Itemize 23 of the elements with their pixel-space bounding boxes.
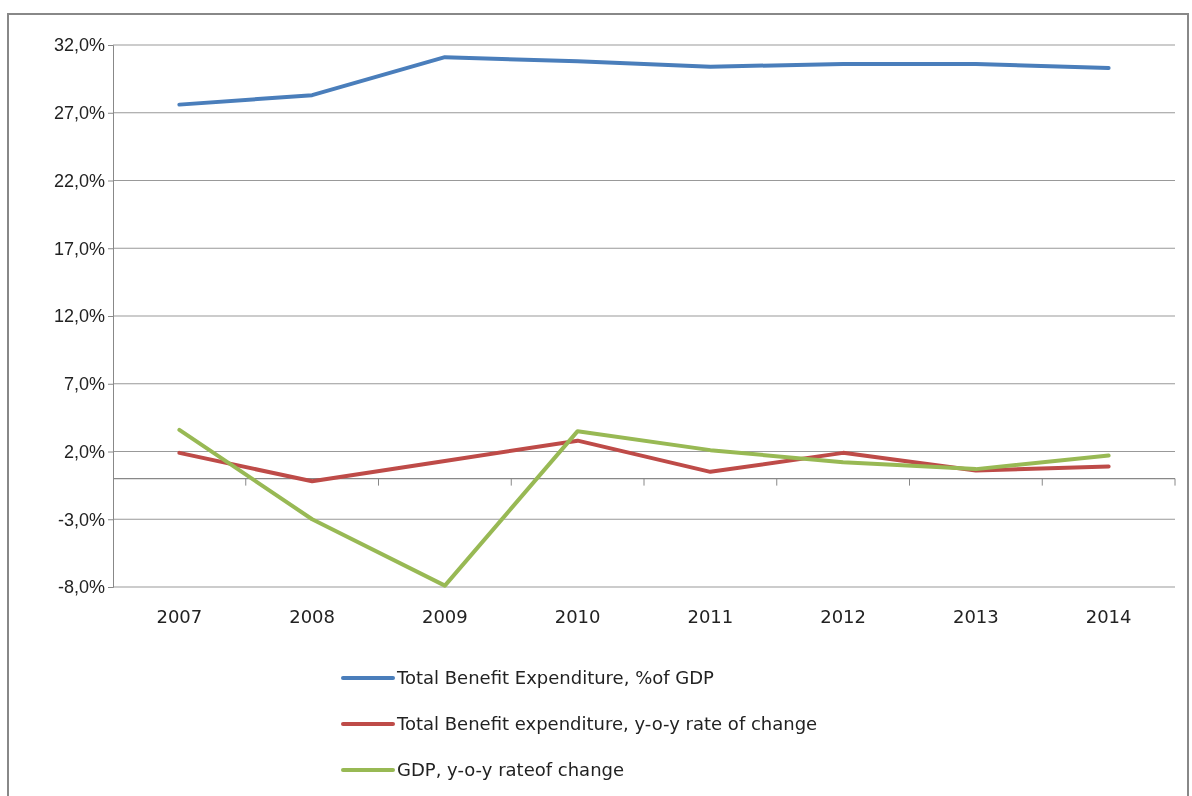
legend-label: Total Benefit Expenditure, %of GDP — [396, 667, 715, 688]
y-tick-label: 2,0% — [63, 441, 105, 462]
x-tick-label: 2007 — [156, 606, 203, 627]
y-tick-label: 12,0% — [53, 306, 105, 327]
line-series — [177, 427, 1111, 588]
y-tick-label: 17,0% — [53, 238, 105, 259]
x-tick-label: 2010 — [554, 606, 601, 627]
y-tick-label: -8,0% — [57, 577, 105, 598]
legend-label: GDP, y-o-y rateof change — [397, 759, 625, 780]
x-tick-label: 2009 — [421, 606, 468, 627]
y-tick-label: 27,0% — [53, 103, 105, 124]
x-tick-label: 2008 — [289, 606, 336, 627]
x-tick-label: 2012 — [820, 606, 867, 627]
x-tick-label: 2011 — [687, 606, 734, 627]
x-tick-label: 2013 — [952, 606, 999, 627]
y-tick-label: -3,0% — [57, 509, 105, 530]
y-tick-label: 22,0% — [53, 170, 105, 191]
line-series — [177, 55, 1111, 107]
x-tick-label: 2014 — [1085, 606, 1132, 627]
y-tick-label: 7,0% — [63, 374, 105, 395]
legend-label: Total Benefit expenditure, y-o-y rate of change — [396, 713, 818, 734]
y-tick-label: 32,0% — [53, 35, 105, 56]
line-series — [177, 438, 1111, 484]
